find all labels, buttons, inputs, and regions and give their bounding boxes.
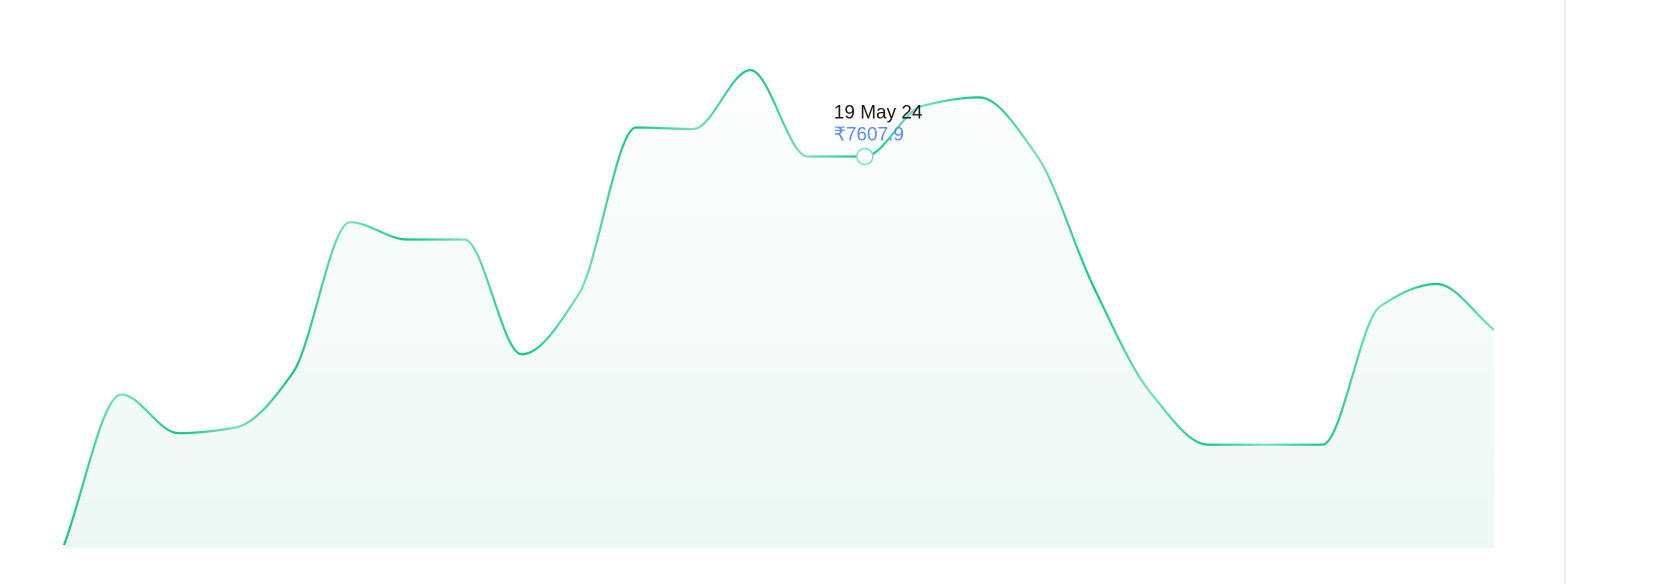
hover-marker[interactable] — [856, 147, 874, 166]
data-point[interactable] — [1488, 324, 1500, 336]
data-point[interactable] — [344, 216, 356, 228]
data-point[interactable] — [172, 427, 184, 439]
line-layer — [62, 69, 1495, 546]
chart-right-border — [1564, 0, 1566, 584]
series-line — [62, 69, 1495, 546]
data-point[interactable] — [287, 367, 299, 379]
data-point[interactable] — [115, 389, 127, 401]
tooltip-date: 19 May 24 — [834, 103, 923, 124]
data-point[interactable] — [516, 348, 528, 360]
tooltip-value: ₹7607.9 — [834, 125, 904, 146]
data-point[interactable] — [1316, 439, 1328, 451]
data-point[interactable] — [458, 234, 470, 246]
tooltip: 19 May 24 ₹7607.9 — [834, 103, 923, 166]
data-point[interactable] — [973, 91, 985, 103]
data-point[interactable] — [1145, 387, 1157, 399]
series-area — [64, 70, 1494, 548]
data-point[interactable] — [230, 422, 242, 434]
data-point[interactable] — [1374, 301, 1386, 313]
data-point[interactable] — [744, 64, 756, 76]
data-point[interactable] — [802, 151, 814, 163]
area-layer — [64, 70, 1494, 548]
data-point[interactable] — [1030, 149, 1042, 161]
data-point[interactable] — [630, 122, 642, 134]
data-point[interactable] — [58, 539, 70, 551]
data-point[interactable] — [1259, 439, 1271, 451]
data-point[interactable] — [401, 234, 413, 246]
data-point[interactable] — [1202, 439, 1214, 451]
data-point[interactable] — [1088, 281, 1100, 293]
data-point[interactable] — [573, 288, 585, 300]
data-point[interactable] — [1431, 278, 1443, 290]
data-point[interactable] — [687, 123, 699, 135]
